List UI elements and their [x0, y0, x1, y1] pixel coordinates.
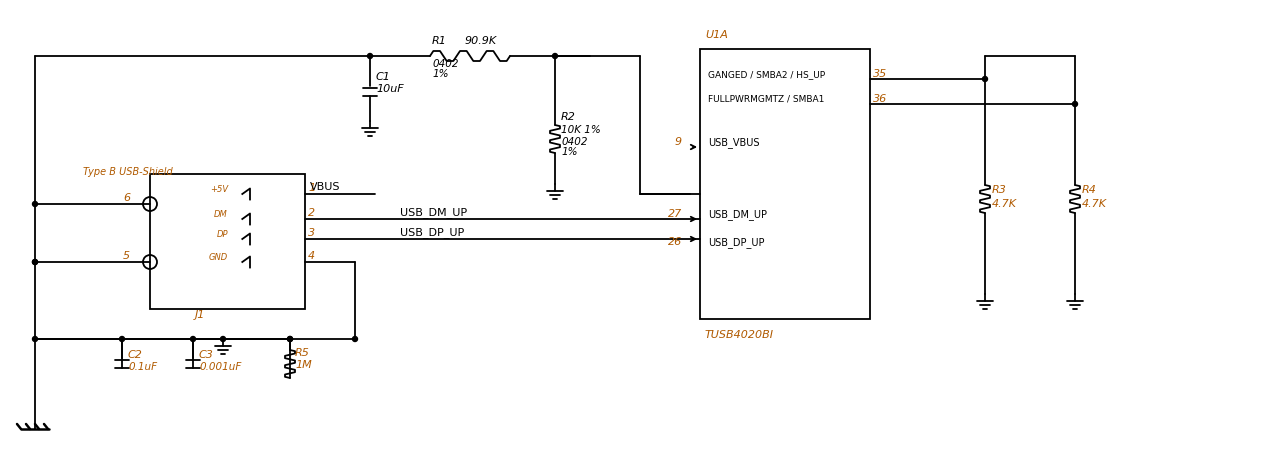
Text: 1: 1	[308, 182, 315, 193]
Circle shape	[288, 337, 293, 342]
Text: 2: 2	[308, 207, 315, 218]
Circle shape	[190, 337, 195, 342]
Text: 4: 4	[308, 250, 315, 260]
Text: VBUS: VBUS	[310, 181, 341, 192]
Circle shape	[288, 337, 293, 342]
Text: 6: 6	[123, 193, 131, 203]
Text: 36: 36	[873, 94, 887, 104]
Circle shape	[33, 202, 38, 207]
Text: 10uF: 10uF	[376, 84, 404, 94]
Text: 4.7K: 4.7K	[992, 199, 1017, 208]
Text: USB_VBUS: USB_VBUS	[708, 137, 759, 148]
Text: 90.9K: 90.9K	[465, 36, 497, 46]
Text: R3: R3	[992, 185, 1007, 194]
Text: J1: J1	[195, 309, 205, 319]
Text: +5V: +5V	[210, 185, 228, 194]
Text: GANGED / SMBA2 / HS_UP: GANGED / SMBA2 / HS_UP	[708, 70, 825, 79]
Text: 4.7K: 4.7K	[1082, 199, 1107, 208]
Text: R1: R1	[432, 36, 447, 46]
Text: 9: 9	[675, 137, 682, 147]
Circle shape	[552, 54, 557, 59]
Circle shape	[367, 54, 372, 59]
Text: 0.1uF: 0.1uF	[128, 361, 157, 371]
Text: TUSB4020BI: TUSB4020BI	[704, 329, 774, 339]
Circle shape	[1072, 102, 1077, 107]
Circle shape	[33, 260, 38, 265]
Text: 27: 27	[668, 208, 682, 219]
Text: DM: DM	[214, 210, 228, 219]
Circle shape	[352, 337, 357, 342]
Text: FULLPWRMGMTZ / SMBA1: FULLPWRMGMTZ / SMBA1	[708, 95, 825, 104]
Text: 1%: 1%	[432, 69, 449, 79]
Text: 0402: 0402	[561, 137, 588, 147]
Text: USB_DM_UP: USB_DM_UP	[708, 208, 767, 219]
Circle shape	[982, 77, 987, 82]
Text: USB_DP_UP: USB_DP_UP	[400, 226, 464, 238]
Text: USB_DP_UP: USB_DP_UP	[708, 237, 764, 247]
Text: USB_DM_UP: USB_DM_UP	[400, 206, 468, 218]
Text: 5: 5	[123, 250, 131, 260]
Text: GND: GND	[209, 252, 228, 262]
Circle shape	[33, 337, 38, 342]
Bar	[699, 50, 870, 319]
Text: Type B USB-Shield: Type B USB-Shield	[84, 167, 172, 176]
Text: R5: R5	[295, 347, 310, 357]
Text: 1M: 1M	[295, 359, 312, 369]
Text: R4: R4	[1082, 185, 1097, 194]
Text: 0.001uF: 0.001uF	[199, 361, 242, 371]
Text: 26: 26	[668, 237, 682, 246]
Text: 0402: 0402	[432, 59, 459, 69]
Circle shape	[220, 337, 226, 342]
Bar	[150, 175, 305, 309]
Text: R2: R2	[561, 112, 576, 122]
Text: 10K 1%: 10K 1%	[561, 125, 601, 135]
Circle shape	[33, 260, 38, 265]
Text: C2: C2	[128, 349, 143, 359]
Text: 3: 3	[308, 227, 315, 238]
Text: 35: 35	[873, 69, 887, 79]
Text: 1%: 1%	[561, 147, 578, 156]
Circle shape	[119, 337, 124, 342]
Text: C3: C3	[199, 349, 214, 359]
Text: DP: DP	[217, 230, 228, 238]
Text: C1: C1	[376, 72, 392, 82]
Text: U1A: U1A	[704, 30, 727, 40]
